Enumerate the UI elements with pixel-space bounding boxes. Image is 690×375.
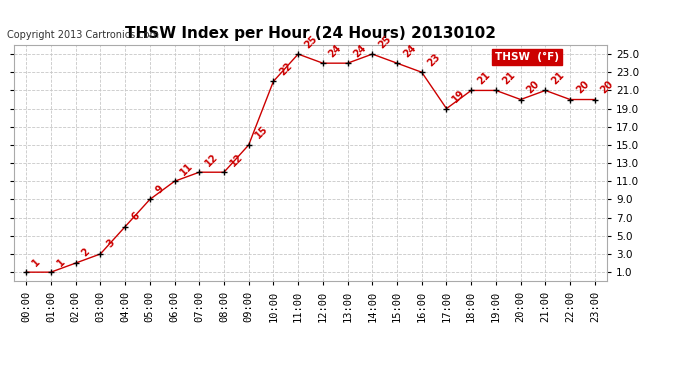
- Text: 2: 2: [80, 247, 92, 259]
- Text: 24: 24: [401, 42, 418, 59]
- Text: 9: 9: [154, 183, 166, 195]
- Text: 22: 22: [277, 60, 294, 77]
- Text: 15: 15: [253, 124, 270, 141]
- Text: 21: 21: [475, 70, 492, 86]
- Text: 3: 3: [104, 238, 117, 250]
- Text: 24: 24: [327, 42, 344, 59]
- Text: 11: 11: [179, 160, 195, 177]
- Text: 12: 12: [204, 152, 220, 168]
- Text: 1: 1: [30, 256, 42, 268]
- Text: 21: 21: [500, 70, 517, 86]
- Text: 12: 12: [228, 152, 245, 168]
- Text: 25: 25: [302, 33, 319, 50]
- Text: 6: 6: [129, 211, 141, 223]
- Text: 20: 20: [574, 79, 591, 95]
- Title: THSW Index per Hour (24 Hours) 20130102: THSW Index per Hour (24 Hours) 20130102: [125, 26, 496, 41]
- Text: 25: 25: [377, 33, 393, 50]
- Text: 20: 20: [525, 79, 542, 95]
- Text: 20: 20: [599, 79, 615, 95]
- Text: THSW  (°F): THSW (°F): [495, 52, 559, 62]
- Text: 24: 24: [352, 42, 368, 59]
- Text: 1: 1: [55, 256, 67, 268]
- Text: 19: 19: [451, 88, 467, 105]
- Text: 23: 23: [426, 51, 442, 68]
- Text: Copyright 2013 Cartronics.com: Copyright 2013 Cartronics.com: [7, 30, 159, 40]
- Text: 21: 21: [549, 70, 566, 86]
